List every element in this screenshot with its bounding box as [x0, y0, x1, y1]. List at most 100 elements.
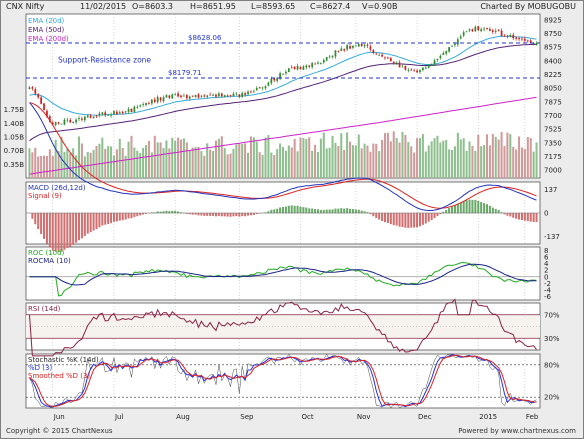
candle-body: [89, 115, 92, 118]
x-tick-label: Dec: [418, 413, 432, 421]
macd-histogram-bar: [127, 213, 130, 219]
macd-histogram-bar: [136, 213, 139, 217]
volume-bar: [241, 144, 244, 178]
candle-body: [72, 121, 75, 123]
volume-bar: [145, 145, 148, 178]
candle-body: [282, 73, 284, 75]
volume-bar: [523, 148, 526, 178]
candle-body: [206, 95, 209, 97]
volume-bar: [112, 155, 115, 178]
candle-body: [480, 29, 483, 32]
macd-histogram-bar: [43, 213, 46, 239]
volume-bar: [308, 137, 311, 178]
macd-histogram-bar: [468, 199, 471, 214]
macd-histogram-bar: [69, 213, 72, 247]
rsi-legend-item: RSI (14d): [28, 305, 61, 313]
volume-bar: [115, 149, 118, 178]
candle-body: [235, 93, 238, 95]
candle-body: [424, 67, 427, 69]
macd-histogram-bar: [375, 213, 378, 219]
macd-histogram-bar: [217, 213, 220, 216]
candle-body: [188, 96, 191, 99]
macd-histogram-bar: [363, 211, 366, 214]
candle-body: [456, 39, 459, 45]
volume-bar: [171, 137, 174, 178]
volume-bar: [174, 140, 177, 178]
candle-body: [474, 26, 477, 32]
volume-bar: [66, 148, 69, 178]
macd-histogram-bar: [238, 213, 241, 217]
macd-histogram-bar: [104, 213, 107, 225]
volume-bar: [398, 142, 401, 178]
macd-histogram-bar: [430, 213, 433, 221]
volume-bar: [63, 151, 66, 178]
price-y-tick: 7350: [544, 139, 562, 147]
candle-body: [78, 118, 80, 119]
candle-body: [311, 63, 314, 68]
candle-body: [31, 87, 34, 89]
macd-histogram-bar: [209, 213, 212, 216]
candle-body: [494, 30, 497, 32]
candle-body: [34, 89, 37, 94]
macd-histogram-bar: [194, 213, 197, 215]
volume-bar: [389, 141, 392, 178]
candle-body: [442, 53, 445, 55]
volume-bar: [45, 155, 48, 178]
stoch-legend-item: Stochastic %K (14d): [28, 356, 99, 364]
macd-histogram-bar: [197, 213, 200, 216]
volume-bar: [518, 136, 521, 178]
volume-bar: [165, 140, 168, 178]
volume-bar: [386, 132, 389, 178]
volume-bar: [124, 155, 127, 178]
candle-body: [54, 122, 57, 125]
macd-histogram-bar: [86, 213, 89, 234]
macd-histogram-bar: [57, 213, 60, 252]
volume-bar: [407, 142, 410, 178]
roc-y-tick: 8: [544, 247, 548, 255]
volume-bar: [147, 141, 150, 178]
candle-body: [203, 95, 206, 97]
copyright: Copyright © 2015 ChartNexus: [6, 427, 113, 435]
roc-legend-item: ROC (10d): [28, 249, 65, 257]
macd-histogram-bar: [418, 213, 421, 227]
macd-histogram-bar: [273, 209, 276, 214]
volume-bar: [168, 148, 171, 178]
macd-histogram-bar: [89, 213, 92, 233]
candle-body: [331, 55, 334, 58]
macd-histogram-bar: [459, 202, 462, 214]
volume-bar: [319, 138, 322, 178]
macd-histogram-bar: [107, 213, 110, 224]
volume-bar: [337, 145, 340, 178]
candle-body: [261, 87, 264, 89]
macd-histogram-bar: [485, 204, 489, 214]
volume-bar: [465, 150, 468, 178]
candle-body: [524, 38, 526, 41]
volume-bar: [179, 139, 183, 178]
price-legend-item: EMA (20d): [28, 17, 65, 25]
macd-histogram-bar: [159, 211, 162, 214]
volume-bar: [351, 145, 354, 178]
candle-body: [521, 38, 523, 40]
x-tick-label: Nov: [357, 413, 371, 421]
macd-histogram-bar: [45, 213, 48, 244]
volume-bar: [214, 140, 217, 178]
candle-body: [448, 47, 450, 52]
macd-histogram-bar: [54, 213, 57, 252]
volume-bar: [459, 139, 462, 178]
volume-bar: [101, 137, 104, 178]
volume-bar: [395, 138, 398, 178]
candle-body: [177, 93, 179, 97]
candle-body: [194, 94, 197, 98]
macd-histogram-bar: [75, 213, 78, 243]
volume-bar: [191, 147, 194, 178]
macd-histogram-bar: [494, 208, 497, 214]
macd-histogram-bar: [232, 213, 235, 217]
stoch-d-line: [29, 354, 537, 408]
macd-histogram-bar: [389, 213, 392, 225]
macd-histogram-bar: [255, 213, 258, 215]
macd-histogram-bar: [77, 213, 81, 241]
volume-y-tick: 1.75B: [4, 106, 25, 114]
x-tick-label: Oct: [301, 413, 313, 421]
macd-histogram-bar: [529, 213, 532, 222]
macd-histogram-bar: [229, 213, 232, 217]
